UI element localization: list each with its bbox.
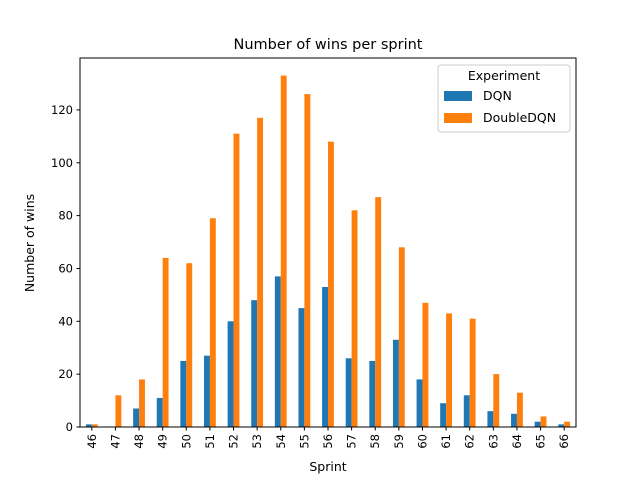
- x-tick-label-49: 49: [156, 434, 170, 449]
- plot-frame: [79, 57, 577, 428]
- legend-title: Experiment: [468, 68, 540, 83]
- y-axis-label: Number of wins: [22, 194, 37, 292]
- bar-dqn-62: [463, 395, 470, 427]
- bar-doubledqn-64: [516, 392, 523, 427]
- bar-dqn-63: [487, 411, 494, 427]
- legend-swatch-doubledqn: [444, 113, 472, 123]
- x-axis-label: Sprint: [309, 459, 346, 474]
- legend: Experiment DQN DoubleDQN: [437, 64, 571, 133]
- bar-doubledqn-53: [257, 117, 264, 427]
- x-tick-label-48: 48: [132, 434, 146, 449]
- y-tick-label-0: 0: [66, 420, 73, 434]
- bar-doubledqn-55: [304, 94, 311, 427]
- y-tick-label-20: 20: [58, 367, 73, 381]
- bar-doubledqn-52: [233, 133, 240, 427]
- x-tick-label-60: 60: [415, 434, 429, 449]
- bar-doubledqn-56: [328, 141, 334, 427]
- x-tick-label-51: 51: [203, 434, 217, 449]
- bar-dqn-50: [180, 360, 187, 427]
- bar-dqn-61: [440, 403, 447, 427]
- legend-swatch-dqn: [444, 91, 472, 101]
- bar-doubledqn-49: [162, 257, 169, 427]
- x-axis-ticks: 46 47 48 49 50 51 52 53 54 55 56 57 58 59 60 61 62 63 64 65…: [85, 427, 571, 449]
- bar-doubledqn-58: [375, 197, 382, 427]
- y-tick-label-60: 60: [58, 261, 73, 275]
- y-tick-label-80: 80: [58, 209, 73, 223]
- bar-doubledqn-48: [139, 379, 145, 427]
- bar-dqn-60: [416, 379, 423, 427]
- x-tick-label-46: 46: [85, 434, 99, 449]
- x-tick-label-64: 64: [510, 434, 524, 449]
- bar-doubledqn-61: [446, 313, 452, 427]
- y-tick-label-40: 40: [58, 314, 73, 328]
- x-tick-label-62: 62: [463, 434, 477, 449]
- bar-doubledqn-54: [280, 75, 287, 427]
- bar-dqn-59: [392, 339, 399, 427]
- x-tick-label-53: 53: [250, 434, 264, 449]
- bar-doubledqn-46: [91, 424, 98, 427]
- bar-doubledqn-65: [540, 416, 547, 427]
- bar-dqn-55: [298, 308, 305, 427]
- bar-dqn-58: [369, 360, 376, 427]
- y-tick-label-100: 100: [51, 156, 73, 170]
- bar-dqn-49: [156, 397, 163, 427]
- x-tick-label-52: 52: [227, 434, 241, 449]
- bar-doubledqn-59: [398, 247, 405, 427]
- x-tick-label-56: 56: [321, 434, 335, 449]
- legend-label-dqn: DQN: [483, 88, 512, 103]
- y-axis-ticks: 0 20 40 60 80 100 120: [51, 103, 80, 434]
- x-tick-label-54: 54: [274, 434, 288, 449]
- bar-dqn-57: [345, 358, 352, 427]
- bar-doubledqn-63: [493, 374, 500, 427]
- bar-doubledqn-60: [422, 302, 429, 427]
- bar-dqn-51: [204, 355, 210, 427]
- x-tick-label-50: 50: [179, 434, 193, 449]
- bar-doubledqn-66: [564, 421, 571, 427]
- x-tick-label-58: 58: [368, 434, 382, 449]
- bar-dqn-54: [274, 276, 281, 427]
- bar-dqn-52: [227, 321, 234, 427]
- bar-dqn-48: [133, 408, 140, 427]
- bar-dqn-65: [534, 421, 541, 427]
- bar-dqn-66: [558, 424, 565, 427]
- bar-dqn-53: [251, 300, 258, 427]
- bar-doubledqn-62: [469, 318, 476, 427]
- bar-dqn-64: [511, 413, 517, 427]
- bar-doubledqn-50: [186, 263, 193, 427]
- x-tick-label-57: 57: [345, 434, 359, 449]
- legend-label-doubledqn: DoubleDQN: [483, 110, 556, 125]
- bar-dqn-46: [85, 424, 92, 427]
- bar-doubledqn-51: [209, 218, 216, 427]
- bars-group: [85, 75, 571, 427]
- y-tick-label-120: 120: [51, 103, 73, 117]
- bar-doubledqn-57: [351, 210, 358, 427]
- x-tick-label-47: 47: [108, 434, 122, 449]
- bar-dqn-56: [322, 286, 328, 427]
- x-tick-label-66: 66: [557, 434, 571, 449]
- x-tick-label-65: 65: [534, 434, 548, 449]
- bar-doubledqn-47: [115, 395, 122, 427]
- x-tick-label-61: 61: [439, 434, 453, 449]
- x-tick-label-63: 63: [486, 434, 500, 449]
- x-tick-label-59: 59: [392, 434, 406, 449]
- chart-title: Number of wins per sprint: [233, 37, 422, 53]
- x-tick-label-55: 55: [297, 434, 311, 449]
